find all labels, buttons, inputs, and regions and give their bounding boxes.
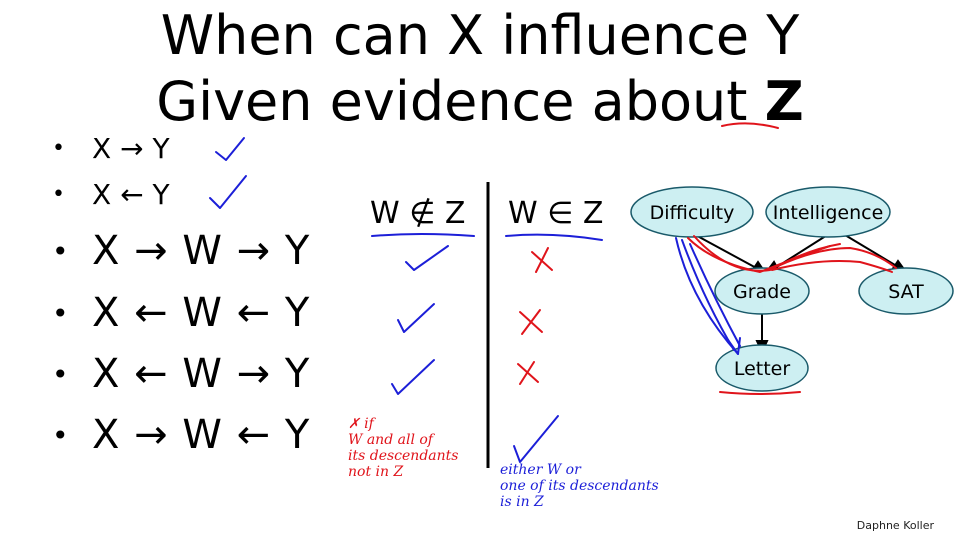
red-note: ✗ if W and all of its descendants not in… xyxy=(348,416,468,480)
col-header-not-in-z: W ∉ Z xyxy=(370,196,466,231)
blue-note-line: one of its descendants xyxy=(500,478,659,494)
z-underline xyxy=(721,122,779,129)
check-mark xyxy=(405,245,449,271)
red-note-line: ✗ if xyxy=(348,416,374,432)
bullet-dot: • xyxy=(52,418,69,452)
bullet-text: X ← W ← Y xyxy=(92,290,311,336)
check-mark xyxy=(397,303,435,333)
node-label-grade: Grade xyxy=(733,281,791,303)
node-letter: Letter xyxy=(715,344,809,392)
title-line-2: Given evidence about Z xyxy=(0,72,960,132)
blue-note: either W or one of its descendants is in… xyxy=(500,462,700,510)
blue-path xyxy=(675,237,739,355)
bullet-text: X ← W → Y xyxy=(92,351,311,397)
bullet-item: • X ← W → Y xyxy=(52,351,310,397)
node-label-sat: SAT xyxy=(888,281,924,303)
col2-underline xyxy=(505,233,603,241)
red-path xyxy=(777,247,897,269)
title-text-2: Given evidence about xyxy=(156,70,765,133)
check-mark xyxy=(209,175,247,209)
blue-note-line: either W or xyxy=(500,462,581,478)
node-grade: Grade xyxy=(714,267,810,315)
bullet-item: • X → Y xyxy=(52,132,170,165)
col-header-in-z: W ∈ Z xyxy=(508,196,604,231)
red-note-line: W and all of xyxy=(348,432,433,448)
blue-path xyxy=(681,239,735,351)
bullet-text: X → W → Y xyxy=(92,228,311,274)
red-path xyxy=(771,260,893,273)
author-credit: Daphne Koller xyxy=(856,519,934,532)
node-label-difficulty: Difficulty xyxy=(650,202,735,224)
title-z: Z xyxy=(764,70,804,133)
bullet-item: • X → W → Y xyxy=(52,228,310,274)
node-sat: SAT xyxy=(858,267,954,315)
node-label-letter: Letter xyxy=(734,358,791,380)
bullet-text: X → W ← Y xyxy=(92,412,311,458)
cross-mark xyxy=(531,247,553,273)
red-note-line: not in Z xyxy=(348,464,404,480)
bullet-item: • X → W ← Y xyxy=(52,412,310,458)
blue-arrowhead xyxy=(727,337,741,355)
cross-mark xyxy=(517,361,539,385)
title-text-1: When can X influence Y xyxy=(160,4,800,67)
cross-mark xyxy=(519,309,543,335)
blue-note-line: is in Z xyxy=(500,494,544,510)
check-mark xyxy=(215,137,245,161)
bullet-text: X ← Y xyxy=(92,178,170,211)
blue-path xyxy=(689,243,741,347)
bullet-text: X → Y xyxy=(92,132,170,165)
bullet-dot: • xyxy=(52,182,65,207)
check-mark xyxy=(513,415,559,463)
col1-underline xyxy=(371,233,475,237)
bullet-item: • X ← W ← Y xyxy=(52,290,310,336)
bullet-dot: • xyxy=(52,357,69,391)
bullet-dot: • xyxy=(52,296,69,330)
letter-underline xyxy=(719,391,801,395)
node-difficulty: Difficulty xyxy=(630,186,754,238)
bullet-dot: • xyxy=(52,234,69,268)
bullet-dot: • xyxy=(52,136,65,161)
red-note-line: its descendants xyxy=(348,448,459,464)
title-line-1: When can X influence Y xyxy=(0,6,960,66)
red-path xyxy=(693,235,841,272)
node-label-intelligence: Intelligence xyxy=(773,202,884,224)
node-intelligence: Intelligence xyxy=(765,186,891,238)
check-mark xyxy=(391,359,435,395)
bullet-item: • X ← Y xyxy=(52,178,170,211)
